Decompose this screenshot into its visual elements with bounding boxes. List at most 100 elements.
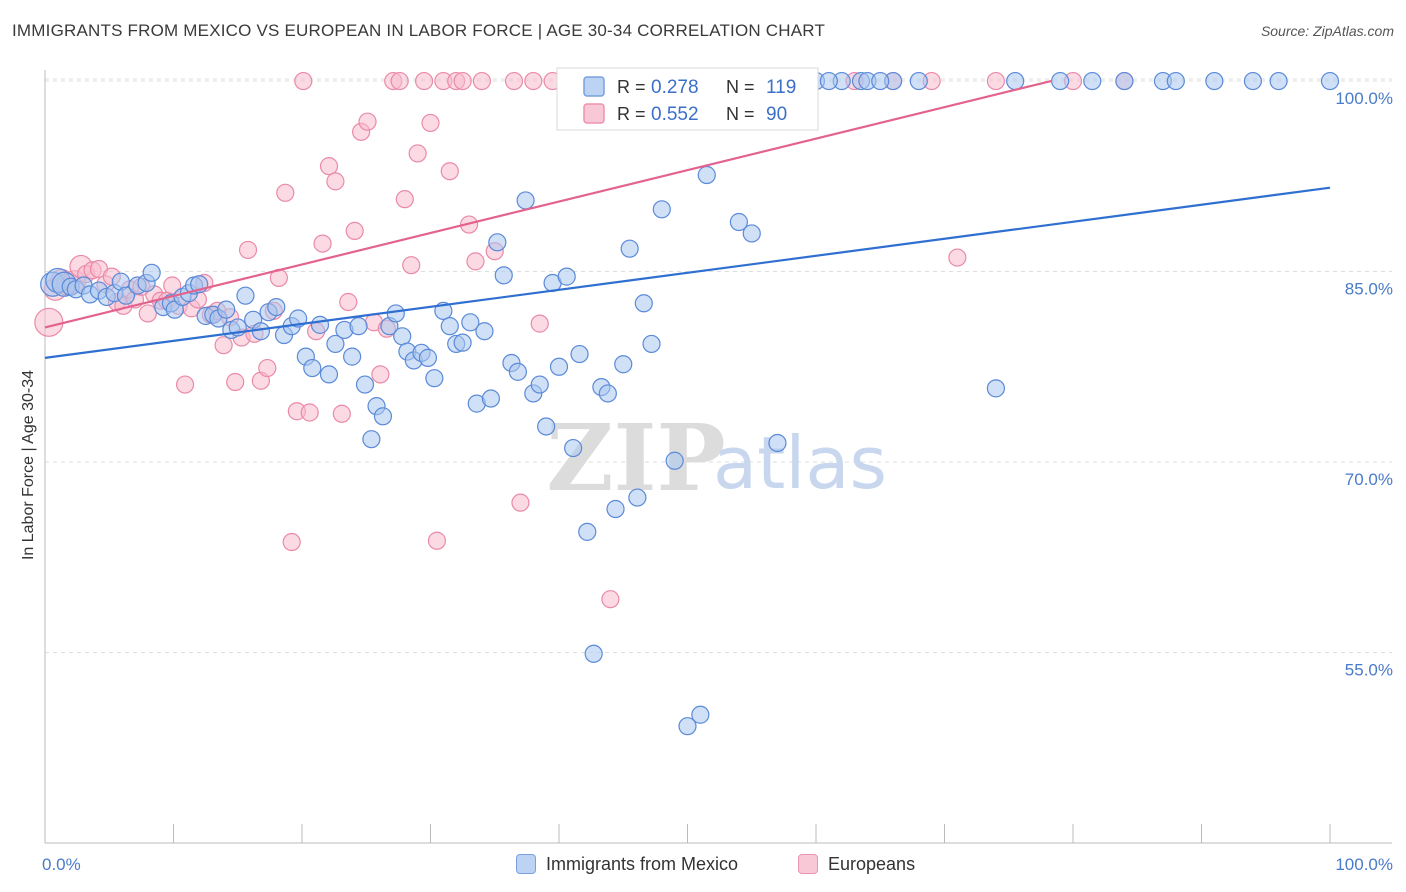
point-mexico bbox=[652, 200, 671, 219]
point-mexico bbox=[606, 499, 625, 519]
point-mexico bbox=[440, 317, 459, 336]
legend-n-value-blue: 119 bbox=[766, 77, 796, 98]
point-mexico bbox=[530, 375, 549, 394]
point-mexico bbox=[236, 286, 255, 305]
point-mexico bbox=[386, 304, 405, 323]
point-mexico bbox=[251, 322, 270, 341]
gridlines bbox=[45, 78, 1392, 654]
point-europeans bbox=[504, 71, 524, 91]
point-europeans bbox=[986, 71, 1006, 91]
point-mexico bbox=[461, 313, 480, 332]
trend-lines bbox=[44, 79, 1331, 359]
point-mexico bbox=[1243, 71, 1263, 91]
point-mexico bbox=[1006, 71, 1025, 91]
point-mexico bbox=[425, 369, 444, 388]
point-mexico bbox=[570, 344, 589, 364]
point-europeans bbox=[175, 375, 195, 394]
point-mexico bbox=[620, 239, 639, 258]
point-mexico bbox=[642, 334, 661, 354]
point-mexico bbox=[393, 327, 412, 346]
point-europeans bbox=[408, 144, 427, 163]
point-europeans bbox=[326, 172, 345, 191]
point-mexico bbox=[584, 644, 603, 663]
point-mexico bbox=[326, 334, 345, 354]
point-mexico bbox=[549, 357, 569, 376]
legend-label-mexico: Immigrants from Mexico bbox=[546, 853, 739, 874]
chart-title: IMMIGRANTS FROM MEXICO VS EUROPEAN IN LA… bbox=[12, 21, 826, 40]
trend-line-europeans bbox=[44, 79, 1052, 329]
point-mexico bbox=[373, 407, 393, 426]
y-tick-label: 85.0% bbox=[1345, 280, 1393, 299]
point-europeans bbox=[371, 365, 390, 384]
point-europeans bbox=[138, 304, 157, 323]
point-europeans bbox=[440, 162, 459, 181]
point-mexico bbox=[516, 191, 535, 210]
point-mexico bbox=[537, 417, 556, 436]
point-mexico bbox=[310, 315, 330, 334]
point-mexico bbox=[488, 233, 507, 252]
legend-item-europeans: Europeans bbox=[798, 852, 915, 876]
point-europeans bbox=[319, 157, 339, 176]
legend-r-label-blue: R = bbox=[617, 77, 646, 97]
point-mexico bbox=[481, 389, 500, 408]
watermark-atlas: atlas bbox=[713, 421, 887, 505]
y-tick-label: 70.0% bbox=[1345, 470, 1393, 489]
point-europeans bbox=[163, 276, 182, 295]
point-mexico bbox=[742, 224, 761, 243]
y-tick-labels: 55.0% 70.0% 85.0% 100.0% bbox=[1335, 89, 1393, 679]
point-europeans bbox=[390, 71, 409, 91]
point-europeans bbox=[427, 531, 447, 550]
point-mexico bbox=[319, 365, 339, 384]
point-mexico bbox=[418, 348, 438, 367]
point-europeans bbox=[601, 590, 620, 609]
point-mexico bbox=[678, 717, 697, 736]
point-europeans bbox=[339, 292, 358, 312]
point-mexico bbox=[1269, 71, 1288, 91]
point-europeans bbox=[948, 248, 967, 267]
point-europeans bbox=[258, 358, 277, 378]
point-mexico bbox=[349, 317, 368, 336]
point-mexico bbox=[1320, 71, 1340, 91]
point-europeans bbox=[345, 221, 364, 240]
x-tick-labels: 0.0% 100.0% bbox=[42, 855, 1393, 874]
point-mexico bbox=[303, 358, 322, 378]
legend-r-value-blue: 0.278 bbox=[651, 77, 699, 98]
point-mexico bbox=[453, 333, 472, 352]
point-mexico bbox=[697, 165, 716, 185]
legend-n-value-pink: 90 bbox=[766, 104, 787, 125]
point-mexico bbox=[1205, 71, 1224, 91]
trend-line-mexico bbox=[44, 186, 1331, 359]
point-mexico bbox=[508, 362, 527, 381]
point-mexico bbox=[1115, 71, 1134, 91]
point-europeans bbox=[530, 314, 549, 333]
legend-swatch-blue bbox=[583, 76, 605, 97]
point-mexico bbox=[986, 379, 1006, 398]
axes bbox=[44, 70, 1392, 844]
legend-r-label-pink: R = bbox=[617, 104, 646, 124]
x-tick-label: 0.0% bbox=[42, 855, 81, 874]
point-mexico bbox=[267, 297, 286, 317]
point-mexico bbox=[909, 71, 928, 91]
legend-r-value-pink: 0.552 bbox=[651, 104, 699, 125]
point-europeans bbox=[511, 493, 530, 512]
legend-item-mexico: Immigrants from Mexico bbox=[516, 852, 738, 876]
point-europeans bbox=[276, 183, 295, 202]
point-mexico bbox=[217, 300, 236, 319]
point-mexico bbox=[475, 322, 494, 341]
point-europeans bbox=[395, 190, 414, 209]
legend-n-label-blue: N = bbox=[726, 77, 755, 97]
y-tick-label: 100.0% bbox=[1335, 89, 1393, 108]
point-mexico bbox=[768, 433, 787, 453]
legend-swatch-europeans bbox=[798, 854, 818, 874]
point-mexico bbox=[1083, 71, 1102, 91]
point-europeans bbox=[358, 112, 377, 131]
legend-n-label-pink: N = bbox=[726, 104, 755, 124]
point-europeans bbox=[414, 71, 434, 91]
point-mexico bbox=[691, 705, 710, 724]
legend-swatch-mexico bbox=[516, 854, 536, 874]
point-mexico bbox=[142, 263, 161, 282]
point-europeans bbox=[472, 71, 491, 91]
stats-legend: R = 0.278 N = 119 R = 0.552 N = 90 bbox=[556, 67, 819, 131]
point-mexico bbox=[871, 71, 890, 91]
